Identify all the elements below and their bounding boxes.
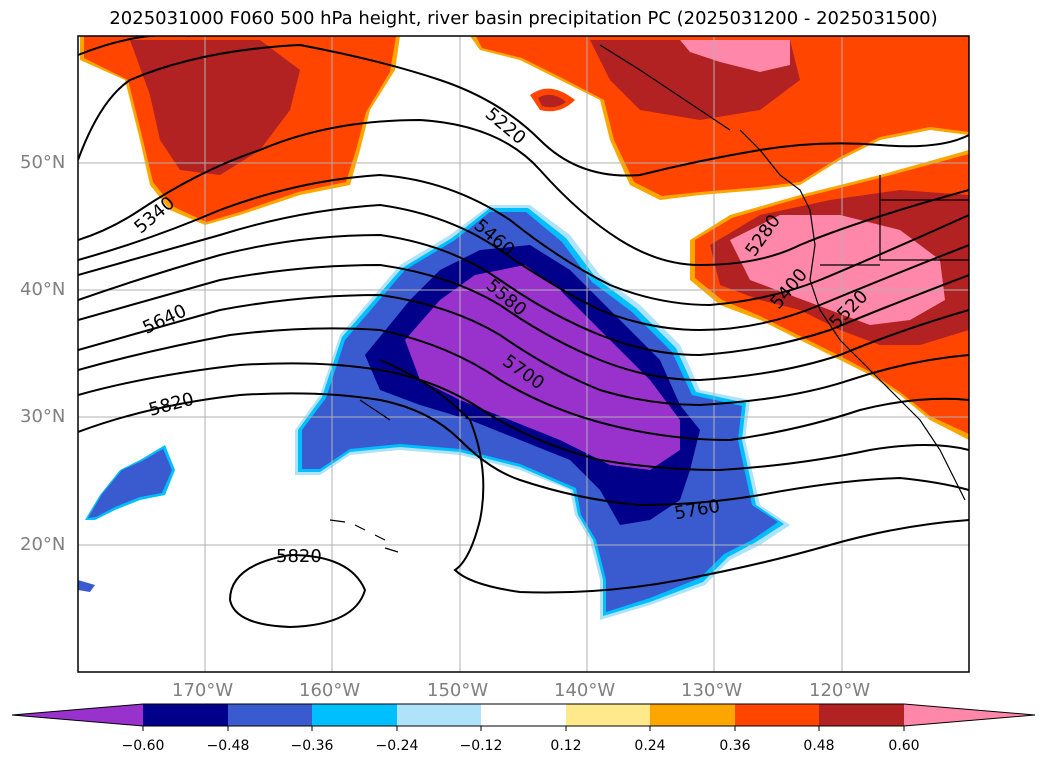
coastlines — [329, 44, 969, 553]
colorbar — [11, 703, 1036, 731]
positive-anomaly-north — [80, 36, 400, 225]
colorbar-tick-label: 0.48 — [803, 738, 835, 754]
contour-label: 5820 — [276, 546, 322, 567]
positive-anomaly-west-us — [690, 150, 969, 440]
map-title: 2025031000 F060 500 hPa height, river ba… — [109, 8, 938, 29]
colorbar-tick-label: 0.60 — [888, 738, 920, 754]
negative-anomaly-west — [78, 445, 175, 592]
colorbar-tick-label: 0.12 — [550, 738, 582, 754]
lon-label: 140°W — [554, 680, 616, 701]
lon-label: 170°W — [172, 680, 234, 701]
lon-label: 160°W — [299, 680, 361, 701]
lat-label: 20°N — [20, 534, 66, 555]
map-frame — [77, 35, 970, 673]
lon-label: 120°W — [809, 680, 871, 701]
colorbar-tick-label: −0.60 — [121, 738, 165, 754]
colorbar-tick-label: 0.24 — [634, 738, 666, 754]
negative-anomaly-pacific — [295, 205, 790, 620]
colorbar-extend-high — [904, 704, 1035, 726]
colorbar-tick-label: −0.36 — [290, 738, 334, 754]
lon-label: 130°W — [681, 680, 743, 701]
positive-anomaly-canada — [470, 36, 969, 200]
lat-label: 50°N — [20, 152, 66, 173]
colorbar-tick-label: −0.12 — [459, 738, 503, 754]
colorbar-tick-label: 0.36 — [719, 738, 751, 754]
height-contours — [78, 36, 969, 629]
colorbar-extend-low — [12, 704, 143, 726]
colorbar-tick-label: −0.48 — [206, 738, 250, 754]
lat-label: 40°N — [20, 279, 66, 300]
colorbar-tick-label: −0.24 — [375, 738, 419, 754]
lon-label: 150°W — [427, 680, 489, 701]
lat-label: 30°N — [20, 406, 66, 427]
